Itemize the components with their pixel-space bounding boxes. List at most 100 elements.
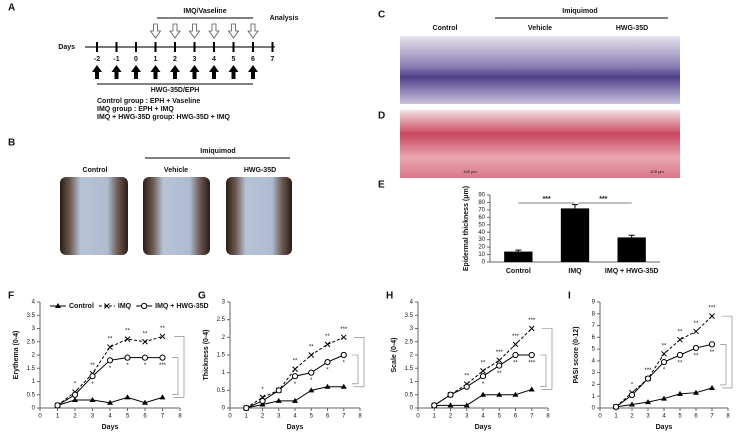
significance-label: *	[326, 368, 329, 374]
significance-label: ***	[496, 350, 504, 356]
marker	[124, 336, 131, 342]
x-tick-label: 7	[161, 414, 165, 420]
x-tick-label: 7	[530, 414, 534, 420]
marker	[159, 394, 166, 400]
day-label: 5	[232, 56, 236, 63]
marker	[677, 390, 683, 396]
marker	[54, 402, 61, 409]
day-label: 3	[193, 56, 197, 63]
marker	[496, 391, 503, 397]
x-tick-label: 1	[614, 414, 618, 420]
y-tick-label: 40	[478, 230, 485, 236]
marker	[106, 357, 114, 364]
marker	[291, 373, 299, 380]
marker	[645, 399, 651, 405]
x-tick-label: 7	[710, 414, 714, 420]
marker	[479, 373, 487, 380]
marker	[159, 354, 166, 361]
significance-label: ***	[599, 196, 607, 203]
significance-label: *	[109, 366, 112, 372]
error-bar	[572, 204, 578, 209]
x-tick-label: 7	[342, 414, 346, 420]
group-label: Imiquimod	[200, 148, 235, 155]
mouse-photo	[143, 177, 210, 255]
y-tick-label: 30	[478, 237, 485, 243]
y-tick-label: 0.5	[217, 388, 226, 394]
y-tick-label: 1	[222, 370, 226, 376]
legend-label: IMQ + HWG-35D	[155, 303, 208, 310]
x-tick-label: 2	[261, 414, 265, 420]
day-label: 1	[154, 56, 158, 63]
x-axis-label: Days	[475, 424, 492, 431]
hwg-arrow	[228, 65, 239, 79]
marker	[709, 313, 715, 319]
significance-label: *	[663, 368, 666, 374]
significance-label: **	[90, 363, 95, 369]
y-tick-label: 3	[222, 300, 226, 306]
group-label: Imiquimod	[562, 8, 597, 15]
significance-label: *	[482, 382, 485, 388]
significance-label: **	[293, 359, 298, 365]
significance-label: ***	[644, 368, 652, 374]
y-tick-label: 0	[222, 406, 226, 412]
y-tick-label: 2.5	[217, 317, 226, 323]
group-label: IMQ group : EPH + IMQ	[97, 106, 174, 113]
hwg-arrow	[131, 65, 141, 79]
significance-label: ***	[159, 363, 167, 369]
x-tick-label: 1	[56, 414, 60, 420]
day-label: -1	[113, 56, 119, 63]
significance-label: **	[678, 361, 683, 367]
marker	[661, 350, 667, 357]
significance-label: *	[631, 382, 634, 388]
group-label: HWG-35D	[244, 167, 276, 174]
hwg-arrow	[248, 65, 258, 79]
marker	[340, 351, 347, 359]
y-tick-label: 3	[592, 370, 596, 376]
y-axis-label: Epidermal thickness (μm)	[463, 186, 470, 271]
mouse-photo	[226, 177, 292, 255]
significance-label: **	[710, 350, 715, 356]
marker	[512, 351, 519, 359]
histology-image	[493, 110, 586, 178]
x-tick-label: 3	[465, 414, 469, 420]
y-tick-label: 4	[32, 300, 36, 306]
x-tick-label: 3	[277, 414, 281, 420]
y-tick-label: 10	[478, 252, 485, 258]
bracket	[354, 337, 365, 388]
imq-arrow	[188, 23, 201, 39]
significance-label: **	[125, 329, 130, 335]
x-tick-label: 6	[694, 414, 698, 420]
bracket	[542, 328, 553, 390]
day-label: -2	[94, 56, 100, 63]
significance-label: **	[481, 360, 486, 366]
treatment-label: IMQ/Vaseline	[183, 8, 226, 15]
significance-label: *	[126, 363, 129, 369]
x-tick-label: 2	[73, 414, 77, 420]
y-tick-label: 70	[478, 207, 485, 213]
legend-label: Control	[69, 303, 94, 310]
bar	[617, 237, 646, 262]
group-label: Vehicle	[528, 25, 552, 32]
significance-label: **	[464, 374, 469, 380]
significance-label: **	[678, 329, 683, 335]
y-tick-label: 2	[32, 353, 36, 359]
significance-label: **	[694, 354, 699, 360]
bracket	[174, 336, 185, 398]
panel-letter: C	[378, 10, 385, 21]
marker	[677, 336, 683, 343]
x-tick-label: 2	[449, 414, 453, 420]
y-tick-label: 0.5	[27, 392, 36, 398]
y-tick-label: 2	[592, 382, 596, 388]
hwg-arrow	[189, 65, 200, 79]
y-tick-label: 1	[592, 394, 596, 400]
y-tick-label: 6	[592, 335, 596, 341]
x-tick-label: 4	[481, 414, 485, 420]
marker	[340, 334, 347, 341]
y-tick-label: 1.5	[27, 366, 36, 372]
x-tick-label: 4	[293, 414, 297, 420]
significance-label: **	[662, 343, 667, 349]
significance-label: ***	[543, 196, 551, 203]
hwg-arrow	[111, 65, 122, 79]
y-tick-label: 2	[410, 353, 414, 359]
marker	[89, 373, 96, 380]
